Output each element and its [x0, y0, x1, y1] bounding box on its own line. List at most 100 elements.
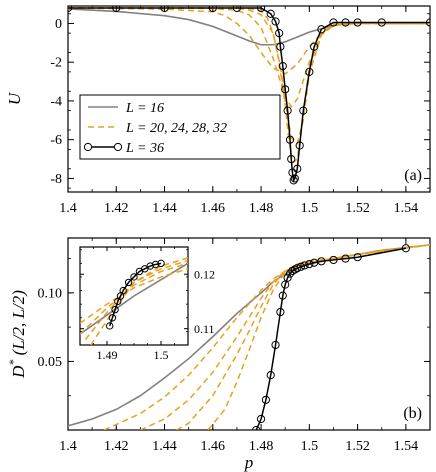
data-point [287, 154, 296, 164]
data-point [289, 176, 298, 185]
data-point [293, 164, 302, 173]
y-tick-label: -8 [50, 172, 62, 187]
panel-b: 1.4 1.42 1.44 1.46 1.48 1.5 1.52 1.54 0.05 0.10 (b… [6, 237, 431, 472]
data-point [317, 25, 326, 34]
data-point [106, 322, 114, 330]
x-tick-label: 1.52 [345, 439, 370, 454]
data-point [108, 314, 117, 322]
data-point [68, 6, 73, 13]
data-point [295, 141, 304, 150]
data-point [208, 6, 217, 13]
data-point [276, 42, 285, 51]
x-tick-label: 1.4 [59, 439, 77, 454]
data-point [256, 6, 266, 13]
legend-label-0: L = 16 [125, 101, 164, 116]
x-tick-label: 1.54 [394, 201, 419, 216]
legend-marker [113, 142, 123, 152]
legend-label-1: L = 20, 24, 28, 32 [125, 121, 227, 136]
data-point [130, 273, 138, 281]
data-point [278, 291, 287, 300]
data-point [112, 6, 121, 13]
data-point [293, 264, 302, 273]
data-point [401, 244, 410, 253]
data-point [119, 286, 127, 295]
x-tick-label: 1.5 [154, 348, 169, 362]
x-tick-label: 1.42 [104, 201, 129, 216]
data-point [276, 307, 285, 317]
data-point [288, 266, 297, 276]
data-point [261, 395, 270, 404]
y-tick-label: 0.12 [194, 268, 215, 282]
y-label-main: D [9, 365, 28, 379]
data-point [296, 262, 305, 271]
series-line-3 [84, 259, 188, 341]
y-tick-label: 0.11 [194, 322, 215, 336]
data-point [290, 174, 299, 183]
series-line-5 [108, 262, 162, 327]
data-point [425, 18, 430, 27]
data-point [283, 106, 292, 115]
y-tick-label: -6 [50, 133, 62, 148]
x-tick-label: 1.48 [249, 201, 274, 216]
data-point [271, 17, 280, 26]
panel-a: 1.4 1.42 1.44 1.46 1.48 1.5 1.52 1.54 0 -2 -4 -6 -8 (… [5, 5, 431, 216]
data-point [299, 106, 308, 115]
legend-label-2: L = 36 [125, 141, 164, 156]
data-point [305, 67, 314, 76]
data-point [285, 269, 295, 278]
data-point [317, 257, 326, 266]
series-group [68, 6, 430, 185]
panel-label: (b) [403, 405, 422, 422]
data-point [111, 305, 119, 314]
data-point [353, 18, 362, 27]
data-point [285, 135, 295, 144]
series-line-5 [255, 247, 407, 430]
data-point [329, 18, 338, 27]
data-point [283, 273, 292, 282]
series-line-1 [80, 268, 188, 324]
x-tick-label: 1.54 [394, 439, 419, 454]
x-axis-label: p [244, 453, 254, 472]
y-tick-label: -4 [50, 94, 62, 109]
y-axis-label: D* (L/2, L/2) [6, 290, 28, 379]
data-point [266, 371, 275, 380]
x-tick-label: 1.46 [201, 439, 226, 454]
series-line-5 [68, 7, 430, 183]
data-point [310, 42, 319, 51]
legend: L = 16 L = 20, 24, 28, 32 L = 36 [79, 94, 281, 160]
series-line-4 [207, 244, 430, 430]
data-point [124, 278, 133, 287]
data-point [377, 18, 386, 27]
y-tick-label: -2 [50, 56, 62, 71]
data-point [151, 260, 160, 269]
x-tick-label: 1.5 [301, 439, 319, 454]
series-line-2 [80, 262, 188, 335]
x-tick-label: 1.4 [59, 201, 77, 216]
data-point [300, 261, 309, 270]
data-point [160, 6, 169, 13]
y-tick-label: 0 [55, 17, 62, 32]
data-point [157, 259, 165, 268]
x-tick-label: 1.46 [201, 201, 226, 216]
y-axis-label: U [5, 91, 24, 105]
data-point [232, 6, 242, 13]
x-tick-label: 1.52 [345, 201, 370, 216]
data-point [146, 262, 154, 270]
data-point [252, 425, 261, 430]
x-tick-label: 1.44 [152, 201, 177, 216]
data-point [341, 254, 350, 263]
data-point [256, 414, 266, 424]
y-tick-label: 0.10 [38, 286, 63, 301]
inset-panel: 1.49 1.5 0.12 0.11 [79, 246, 215, 362]
y-tick-label: 0.05 [38, 355, 63, 370]
data-point [275, 29, 284, 38]
data-point [305, 259, 314, 269]
x-tick-label: 1.49 [97, 348, 118, 362]
x-tick-label: 1.48 [249, 439, 274, 454]
series-group [68, 244, 430, 430]
data-point [329, 255, 338, 265]
x-tick-label: 1.44 [152, 439, 177, 454]
data-point [271, 340, 280, 350]
x-tick-label: 1.42 [104, 439, 129, 454]
panel-label: (a) [404, 167, 422, 184]
